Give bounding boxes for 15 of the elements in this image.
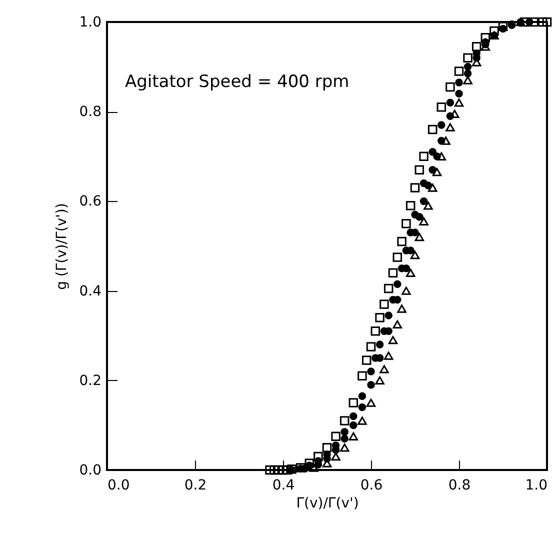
y-axis-title: g (Γ(v)/Γ(v')): [54, 203, 70, 290]
y-tick-label: 1.0: [79, 14, 102, 30]
y-tick-label: 0.4: [79, 283, 102, 300]
x-axis-title: Γ(v)/Γ(v'): [296, 496, 359, 512]
x-tick-label: 0.0: [108, 478, 130, 494]
x-tick-label: 0.4: [272, 478, 295, 494]
x-tick-label: 1.0: [525, 478, 548, 494]
x-tick-label: 0.6: [360, 478, 383, 494]
y-tick-label: 0.6: [79, 194, 102, 210]
x-tick-label: 0.2: [184, 478, 207, 494]
y-tick-label: 0.8: [79, 104, 102, 120]
x-tick-label: 0.8: [448, 478, 471, 494]
annotation: Agitator Speed = 400 rpm: [125, 72, 350, 92]
y-tick-label: 0.0: [79, 462, 102, 478]
y-tick-label: 0.2: [79, 372, 102, 389]
